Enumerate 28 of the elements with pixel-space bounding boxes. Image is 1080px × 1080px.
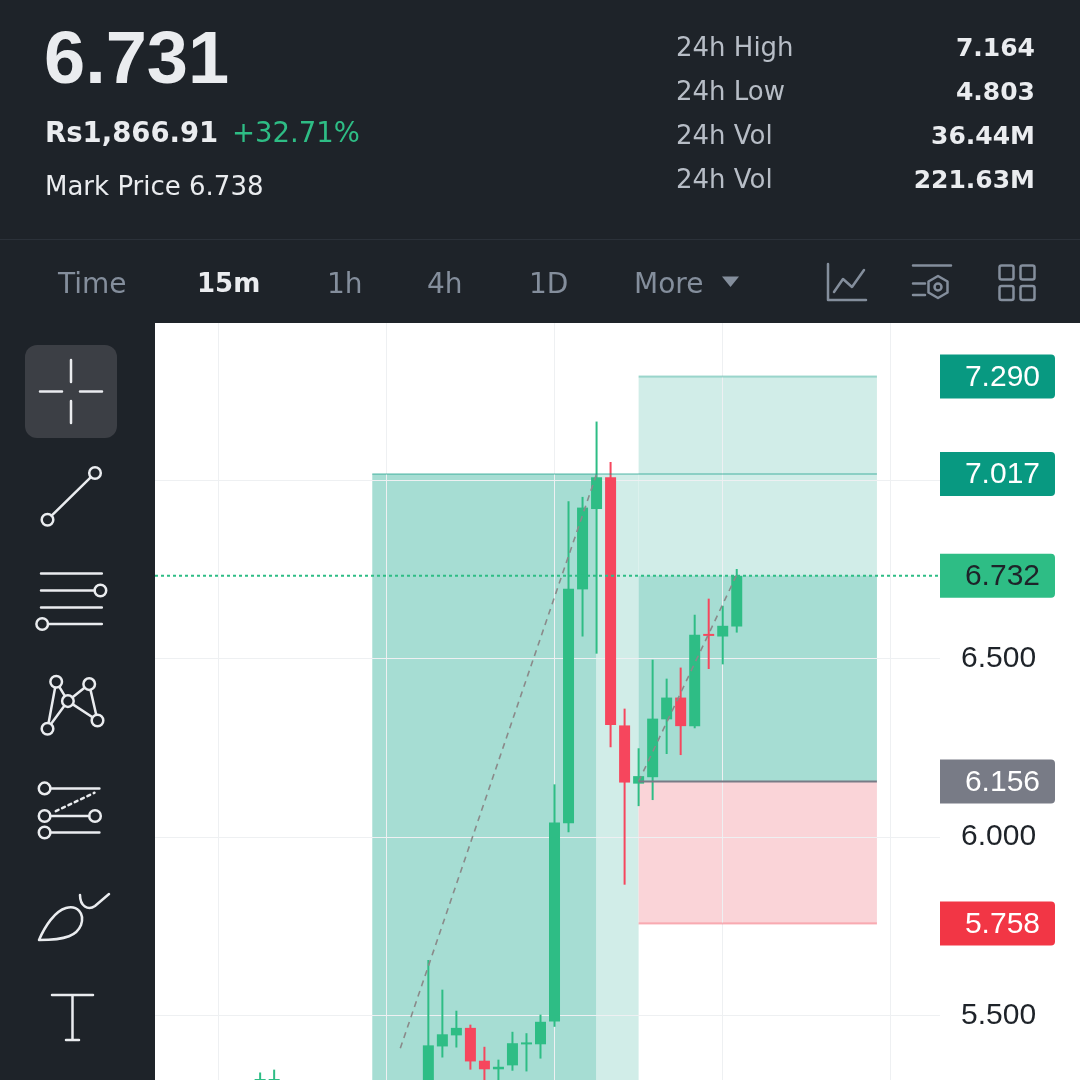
text: 1h <box>327 266 363 301</box>
text: 24h Low <box>676 75 786 108</box>
text: 6.731 <box>44 15 230 102</box>
text: 24h High <box>676 31 794 64</box>
y-tick-label: 6.000 <box>961 818 1037 852</box>
text: 24h Vol <box>676 163 773 196</box>
text: 15m <box>197 267 261 300</box>
text: 4h <box>427 266 463 301</box>
text: Rs1,866.91 <box>45 115 219 149</box>
text: +32.71% <box>232 115 360 149</box>
ref-line-label: 6.156 <box>964 763 1040 797</box>
y-tick-label: 5.500 <box>961 996 1037 1030</box>
text: 24h Vol <box>676 119 773 152</box>
text: 221.63M <box>913 164 1035 195</box>
text: 7.164 <box>955 32 1035 63</box>
ref-line-label: 7.017 <box>964 456 1040 490</box>
ref-line-label: 5.758 <box>964 905 1040 939</box>
text: More <box>634 266 704 301</box>
candlestick <box>520 1033 532 1072</box>
text: Time <box>58 266 127 301</box>
text: 1D <box>529 266 569 301</box>
y-tick-label: 6.500 <box>961 639 1037 673</box>
text: Mark Price 6.738 <box>45 171 264 203</box>
text: 4.803 <box>955 76 1035 107</box>
candlestick <box>703 598 715 670</box>
ref-line-label: 7.290 <box>964 358 1040 392</box>
ref-line-label: 6.732 <box>964 558 1040 592</box>
text: 36.44M <box>931 120 1035 151</box>
